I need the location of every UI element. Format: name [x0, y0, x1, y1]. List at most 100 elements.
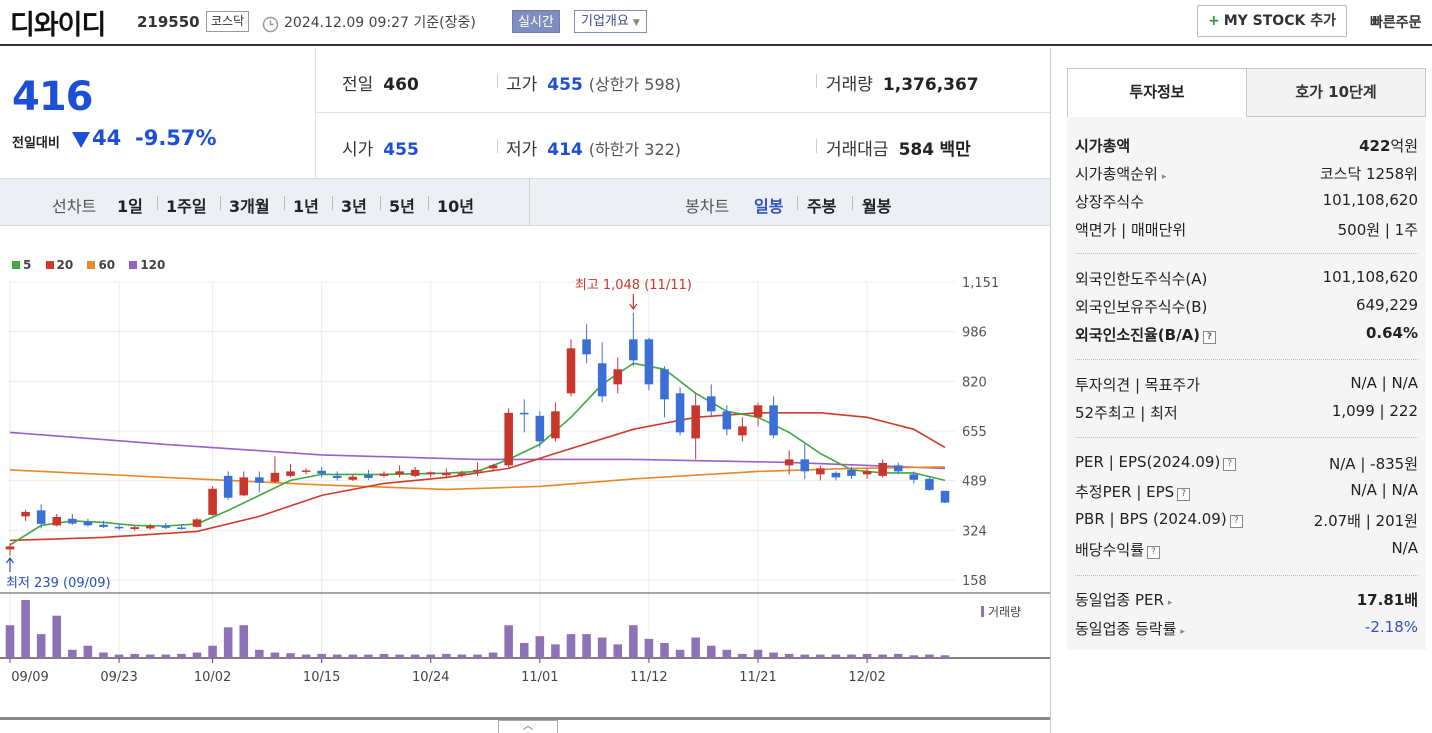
candle-body — [893, 465, 903, 472]
legend-swatch — [45, 261, 54, 269]
legend-ma60: 60 — [87, 258, 115, 272]
candle-body — [161, 525, 171, 528]
stock-code: 219550 — [137, 13, 200, 31]
volume-bar — [893, 653, 903, 658]
row-par-value: 액면가 | 매매단위 500원 | 1주 — [1075, 219, 1418, 245]
change-percent: -9.57% — [135, 126, 217, 150]
volume-bar — [395, 654, 404, 658]
legend-swatch — [12, 261, 20, 269]
legend-swatch — [87, 261, 96, 269]
divider — [1075, 437, 1418, 438]
tab-weekly[interactable]: 주봉 — [807, 197, 837, 216]
high-annotation: 최고 1,048 (11/11) — [575, 278, 692, 293]
divider — [332, 196, 333, 210]
candle-body — [473, 469, 482, 472]
market-cap-label: 시가총액 — [1075, 137, 1131, 155]
change-amount: 44 — [92, 126, 122, 150]
help-icon[interactable]: ? — [1229, 515, 1243, 528]
candle-body — [816, 468, 825, 475]
tab-1y[interactable]: 1년 — [293, 197, 319, 216]
legend-label: 60 — [98, 258, 116, 272]
y-tick-label: 324 — [962, 524, 987, 539]
company-overview-dropdown[interactable]: 기업개요 ▼ — [574, 10, 647, 33]
volume-bar — [286, 653, 295, 658]
stock-name: 디와이디 — [10, 10, 106, 41]
candle-body — [847, 469, 856, 476]
market-cap-rank-link[interactable]: 시가총액순위 ▸ — [1075, 163, 1166, 184]
chevron-right-icon: ▸ — [1167, 598, 1173, 608]
per-value: N/A | -835원 — [1329, 455, 1418, 473]
pbr-label: PBR | BPS (2024.09) — [1075, 510, 1227, 528]
tab-3y[interactable]: 3년 — [341, 197, 367, 216]
divider — [816, 139, 817, 153]
help-icon[interactable]: ? — [1147, 546, 1161, 559]
candle-body — [551, 411, 560, 439]
x-tick-label: 11/01 — [521, 670, 558, 685]
chart-period-tabs: 선차트 1일 1주일 3개월 1년 3년 5년 10년 봉차트 일봉 주봉 월봉 — [0, 178, 1050, 226]
candle-body — [364, 474, 373, 478]
candle-body — [566, 348, 576, 394]
divider — [1075, 359, 1418, 360]
volume-legend-swatch — [981, 606, 984, 617]
market-badge: 코스닥 — [206, 11, 250, 32]
tab-daily[interactable]: 일봉 — [754, 197, 784, 216]
high-price: 고가 455 (상한가 598) — [506, 70, 681, 95]
volume-bar — [301, 654, 311, 658]
industry-per-link[interactable]: 동일업종 PER ▸ — [1075, 589, 1172, 610]
volume-bar — [800, 654, 810, 658]
collapse-toggle[interactable]: ︿ — [498, 720, 558, 733]
divider — [797, 196, 798, 210]
row-listed-shares: 상장주식수 101,108,620 — [1075, 191, 1418, 217]
tab-5y[interactable]: 5년 — [389, 197, 415, 216]
candle-body — [878, 462, 887, 476]
chart-bottom-bar — [0, 717, 1050, 733]
candle-body — [239, 477, 249, 496]
row-industry-per: 동일업종 PER ▸ 17.81배 — [1075, 589, 1418, 615]
volume-bar — [551, 644, 560, 658]
candle-body — [83, 521, 93, 526]
candle-body — [784, 459, 794, 466]
candle-body — [706, 396, 716, 412]
price-chart[interactable]: 1,151 986 820 655 489 324 158 거래량 09/09 09/23 10/0… — [0, 226, 1050, 720]
tab-invest-info[interactable]: 투자정보 — [1067, 68, 1247, 117]
tab-1w[interactable]: 1주일 — [166, 197, 207, 216]
realtime-button[interactable]: 실시간 — [512, 10, 560, 33]
ma20-line — [9, 412, 946, 542]
candlestick-chart[interactable]: 1,151 986 820 655 489 324 158 거래량 09/09 09/23 10/0… — [0, 226, 1050, 720]
tab-monthly[interactable]: 월봉 — [862, 197, 892, 216]
help-icon[interactable]: ? — [1203, 331, 1217, 344]
volume-label: 거래량 — [826, 75, 873, 95]
x-tick-label: 10/15 — [303, 670, 340, 685]
tab-orderbook[interactable]: 호가 10단계 — [1246, 68, 1426, 117]
y-tick-label: 158 — [962, 574, 987, 589]
tab-3m[interactable]: 3개월 — [229, 197, 270, 216]
help-icon[interactable]: ? — [1177, 488, 1191, 501]
stock-header: 디와이디 219550 코스닥 2024.12.09 09:27 기준(장중) … — [0, 0, 1432, 46]
candle-body — [535, 415, 545, 442]
legend-label: 20 — [56, 258, 74, 272]
volume-bar — [847, 654, 856, 658]
volume-bar — [130, 653, 139, 658]
market-cap-amount: 422 — [1359, 137, 1391, 155]
add-my-stock-button[interactable]: + MY STOCK 추가 — [1197, 5, 1347, 37]
candle-body — [192, 519, 202, 527]
industry-change-link[interactable]: 동일업종 등락률 ▸ — [1075, 618, 1185, 639]
quick-order-link[interactable]: 빠른주문 — [1370, 15, 1422, 31]
volume-bar — [83, 645, 93, 658]
candle-body — [348, 476, 358, 480]
volume-bar — [738, 653, 747, 658]
y-tick-label: 820 — [962, 375, 987, 390]
legend-label: 120 — [140, 258, 166, 272]
tabs-divider — [529, 179, 530, 225]
volume-bar — [878, 654, 887, 658]
x-tick-label: 09/09 — [11, 670, 48, 685]
legend-ma120: 120 — [129, 258, 165, 272]
tab-1d[interactable]: 1일 — [117, 197, 143, 216]
volume-bar — [364, 654, 373, 658]
help-icon[interactable]: ? — [1223, 458, 1237, 471]
divider — [816, 74, 817, 88]
row-foreign-hold: 외국인보유주식수(B) 649,229 — [1075, 296, 1418, 322]
candle-body — [504, 412, 513, 466]
row-opinion: 투자의견 | 목표주가 N/A | N/A — [1075, 374, 1418, 400]
tab-10y[interactable]: 10년 — [437, 197, 474, 216]
